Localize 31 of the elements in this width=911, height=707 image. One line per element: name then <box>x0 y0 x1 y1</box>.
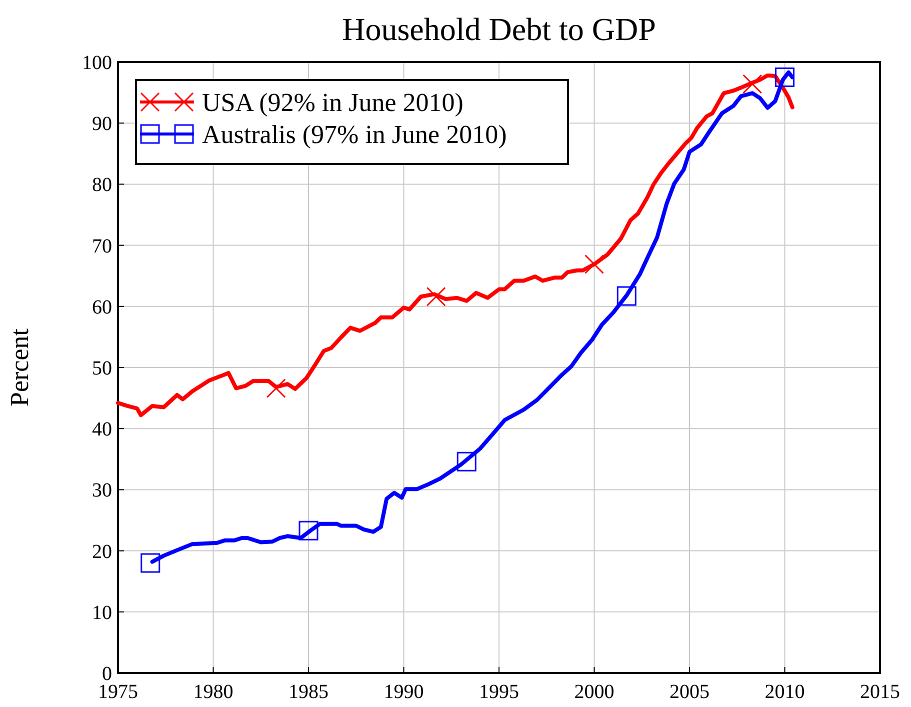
y-tick-label: 40 <box>92 418 112 441</box>
y-tick-label: 10 <box>92 602 112 624</box>
y-tick-label: 70 <box>92 235 112 258</box>
y-tick-label: 80 <box>92 174 112 196</box>
x-tick-label: 1995 <box>479 681 519 703</box>
legend-label: USA (92% in June 2010) <box>202 88 464 117</box>
point <box>742 74 762 94</box>
x-tick-label: 2010 <box>764 681 805 703</box>
point <box>426 286 446 306</box>
x-tick-label: 1985 <box>288 681 328 703</box>
x-tick-label: 2015 <box>860 681 900 703</box>
y-tick-label: 20 <box>92 540 112 563</box>
point <box>456 452 476 472</box>
x-tick-label: 1980 <box>193 681 234 703</box>
y-tick-label: 90 <box>92 113 112 136</box>
point <box>584 254 604 274</box>
point <box>775 68 794 88</box>
y-tick-label: 30 <box>92 480 112 502</box>
y-axis-title: Percent <box>5 328 34 406</box>
y-tick-label: 60 <box>92 296 112 318</box>
chart-title: Household Debt to GDP <box>342 11 656 47</box>
point <box>616 286 636 306</box>
point <box>140 553 160 573</box>
y-tick-label: 100 <box>82 52 112 74</box>
x-tick-label: 1990 <box>384 681 424 703</box>
point <box>266 378 286 398</box>
y-tick-label: 50 <box>92 358 112 380</box>
legend-label: Australis (97% in June 2010) <box>202 120 507 149</box>
point <box>298 520 318 540</box>
x-tick-label: 2000 <box>574 681 614 703</box>
x-tick-label: 2005 <box>670 681 710 703</box>
